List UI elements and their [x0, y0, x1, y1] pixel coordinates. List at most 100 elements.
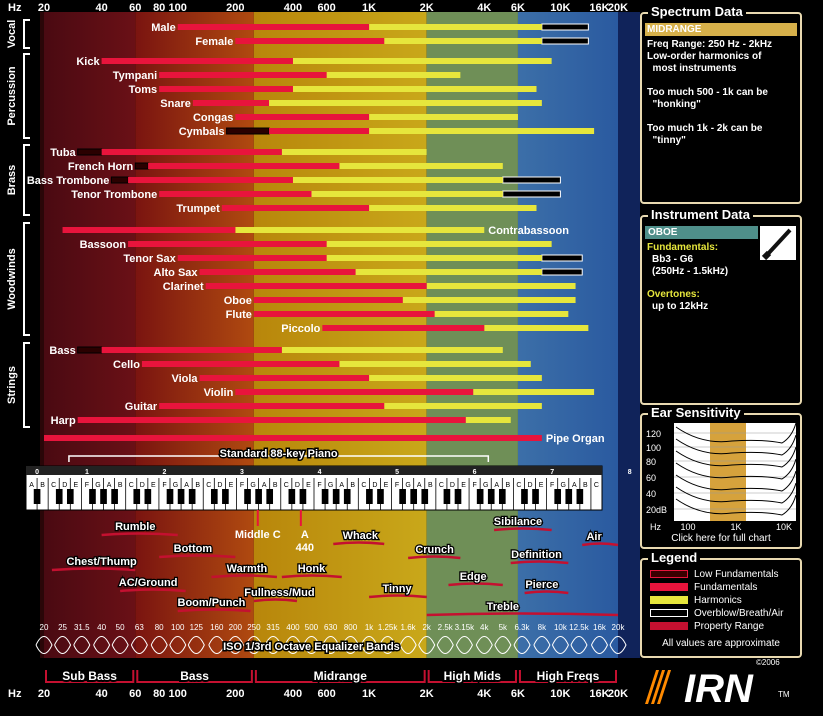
harmonics-bar: [292, 177, 503, 183]
instrument-label: Violin: [204, 387, 234, 399]
eq-band-curve: [436, 636, 454, 654]
fundamentals-bar: [159, 86, 293, 92]
instrument-label: Alto Sax: [154, 267, 199, 279]
instrument-label: Bass: [49, 345, 75, 357]
octave-number: 0: [35, 469, 39, 476]
ear-y-tick: 40: [646, 489, 656, 499]
legend-label: Property Range: [694, 621, 765, 632]
bottom-tick-label: 200: [226, 688, 244, 700]
property-range-line: [253, 598, 298, 603]
octave-number: 5: [395, 469, 399, 476]
fundamentals-bar: [235, 114, 370, 120]
instrument-label: Piccolo: [281, 323, 320, 335]
property-label: Treble: [487, 601, 519, 613]
range-label: Midrange: [314, 669, 368, 683]
note-letter: E: [74, 482, 79, 489]
note-letter: C: [439, 482, 444, 489]
bottom-tick-label: 4K: [477, 688, 491, 700]
eq-band-curve: [73, 636, 91, 654]
spectrum-line: "honking": [647, 99, 701, 110]
bottom-tick-label: 80: [153, 688, 165, 700]
eq-band-curve: [513, 636, 531, 654]
property-range-line: [333, 541, 385, 546]
eq-band-label: 250: [247, 623, 261, 632]
spectrum-line: "tinny": [647, 135, 686, 146]
property-label: Tinny: [382, 583, 412, 595]
bottom-tick-label: 20: [38, 688, 50, 700]
ear-sensitivity-graph[interactable]: 120 100 80 60 40 20dB Hz 100 1K 10K: [642, 415, 800, 547]
full-chart-link[interactable]: Click here for full chart: [671, 533, 771, 544]
organ-label: Pipe Organ: [546, 433, 605, 445]
note-letter: F: [550, 482, 554, 489]
eq-band-label: 1.25k: [378, 623, 399, 632]
note-letter: A: [107, 482, 112, 489]
fundamentals-bar: [177, 255, 327, 261]
spectrum-line: most instruments: [647, 63, 737, 74]
eq-band-curve: [379, 636, 397, 654]
eq-band-curve: [570, 636, 588, 654]
property-label: Honk: [298, 563, 326, 575]
top-tick-label: 60: [129, 2, 141, 14]
property-range-line: [51, 567, 136, 572]
eq-band-curve: [226, 636, 244, 654]
eq-band-curve: [475, 636, 493, 654]
instrument-label: Harp: [51, 415, 76, 427]
ear-curve: [675, 482, 797, 504]
legend-note: All values are approximate: [662, 638, 780, 649]
note-letter: A: [339, 482, 344, 489]
legend-item: Harmonics: [650, 594, 742, 607]
spectrum-band-label: MIDRANGE: [645, 23, 797, 36]
ear-sensitivity-panel[interactable]: Ear Sensitivity 120 100 80 60 40 20dB Hz 100 1K 1…: [640, 405, 802, 549]
eq-band-curve: [360, 636, 378, 654]
property-label: Warmth: [227, 563, 268, 575]
eq-band-curve: [169, 636, 187, 654]
note-letter: A: [184, 482, 189, 489]
eq-band-label: 80: [155, 623, 164, 632]
spectrum-line: Too much 500 - 1k can be: [647, 87, 768, 98]
property-label: Fullness/Mud: [244, 587, 314, 599]
range-bracket: [45, 670, 135, 683]
spectrum-data-panel: Spectrum Data MIDRANGE Freq Range: 250 H…: [640, 4, 802, 204]
legend-label: Harmonics: [694, 595, 742, 606]
eq-band-label: 10k: [554, 623, 568, 632]
legend-swatch: [650, 596, 688, 605]
eq-band-label: 200: [229, 623, 243, 632]
note-letter: G: [173, 482, 178, 489]
low-fundamental-bar: [134, 162, 149, 170]
logo-text: IRN: [684, 667, 754, 708]
note-letter: F: [85, 482, 89, 489]
note-letter: F: [472, 482, 476, 489]
over-value: up to 12kHz: [652, 301, 709, 312]
range-background: [253, 12, 427, 658]
fundamentals-bar: [205, 283, 427, 289]
note-letter: F: [240, 482, 244, 489]
octave-number: 8: [628, 469, 632, 476]
ear-x-tick: 100: [680, 522, 695, 532]
overblow-bar: [541, 268, 583, 276]
top-tick-label: 16K: [589, 2, 609, 14]
bottom-tick-label: 10K: [550, 688, 570, 700]
harmonics-bar: [339, 163, 503, 169]
harmonics-bar: [326, 241, 552, 247]
fundamentals-bar: [235, 38, 385, 44]
top-tick-label: 20: [38, 2, 50, 14]
property-label: Crunch: [415, 544, 454, 556]
instrument-label: Snare: [160, 98, 191, 110]
note-letter: D: [372, 482, 377, 489]
low-fundamental-bar: [110, 176, 129, 184]
spectrum-line: [647, 75, 799, 87]
eq-band-curve: [494, 636, 512, 654]
ear-curve: [675, 494, 797, 516]
instrument-panel-title: Instrument Data: [648, 207, 753, 222]
harmonics-bar: [355, 269, 542, 275]
note-letter: C: [129, 482, 134, 489]
note-letter: A: [572, 482, 577, 489]
bottom-tick-label: 400: [284, 688, 302, 700]
overblow-bar: [502, 190, 561, 198]
property-range-line: [426, 612, 619, 617]
eq-band-label: 1.6k: [401, 623, 417, 632]
ear-curve: [675, 446, 797, 468]
trademark: TM: [778, 690, 790, 699]
eq-band-label: 3.15k: [455, 623, 476, 632]
